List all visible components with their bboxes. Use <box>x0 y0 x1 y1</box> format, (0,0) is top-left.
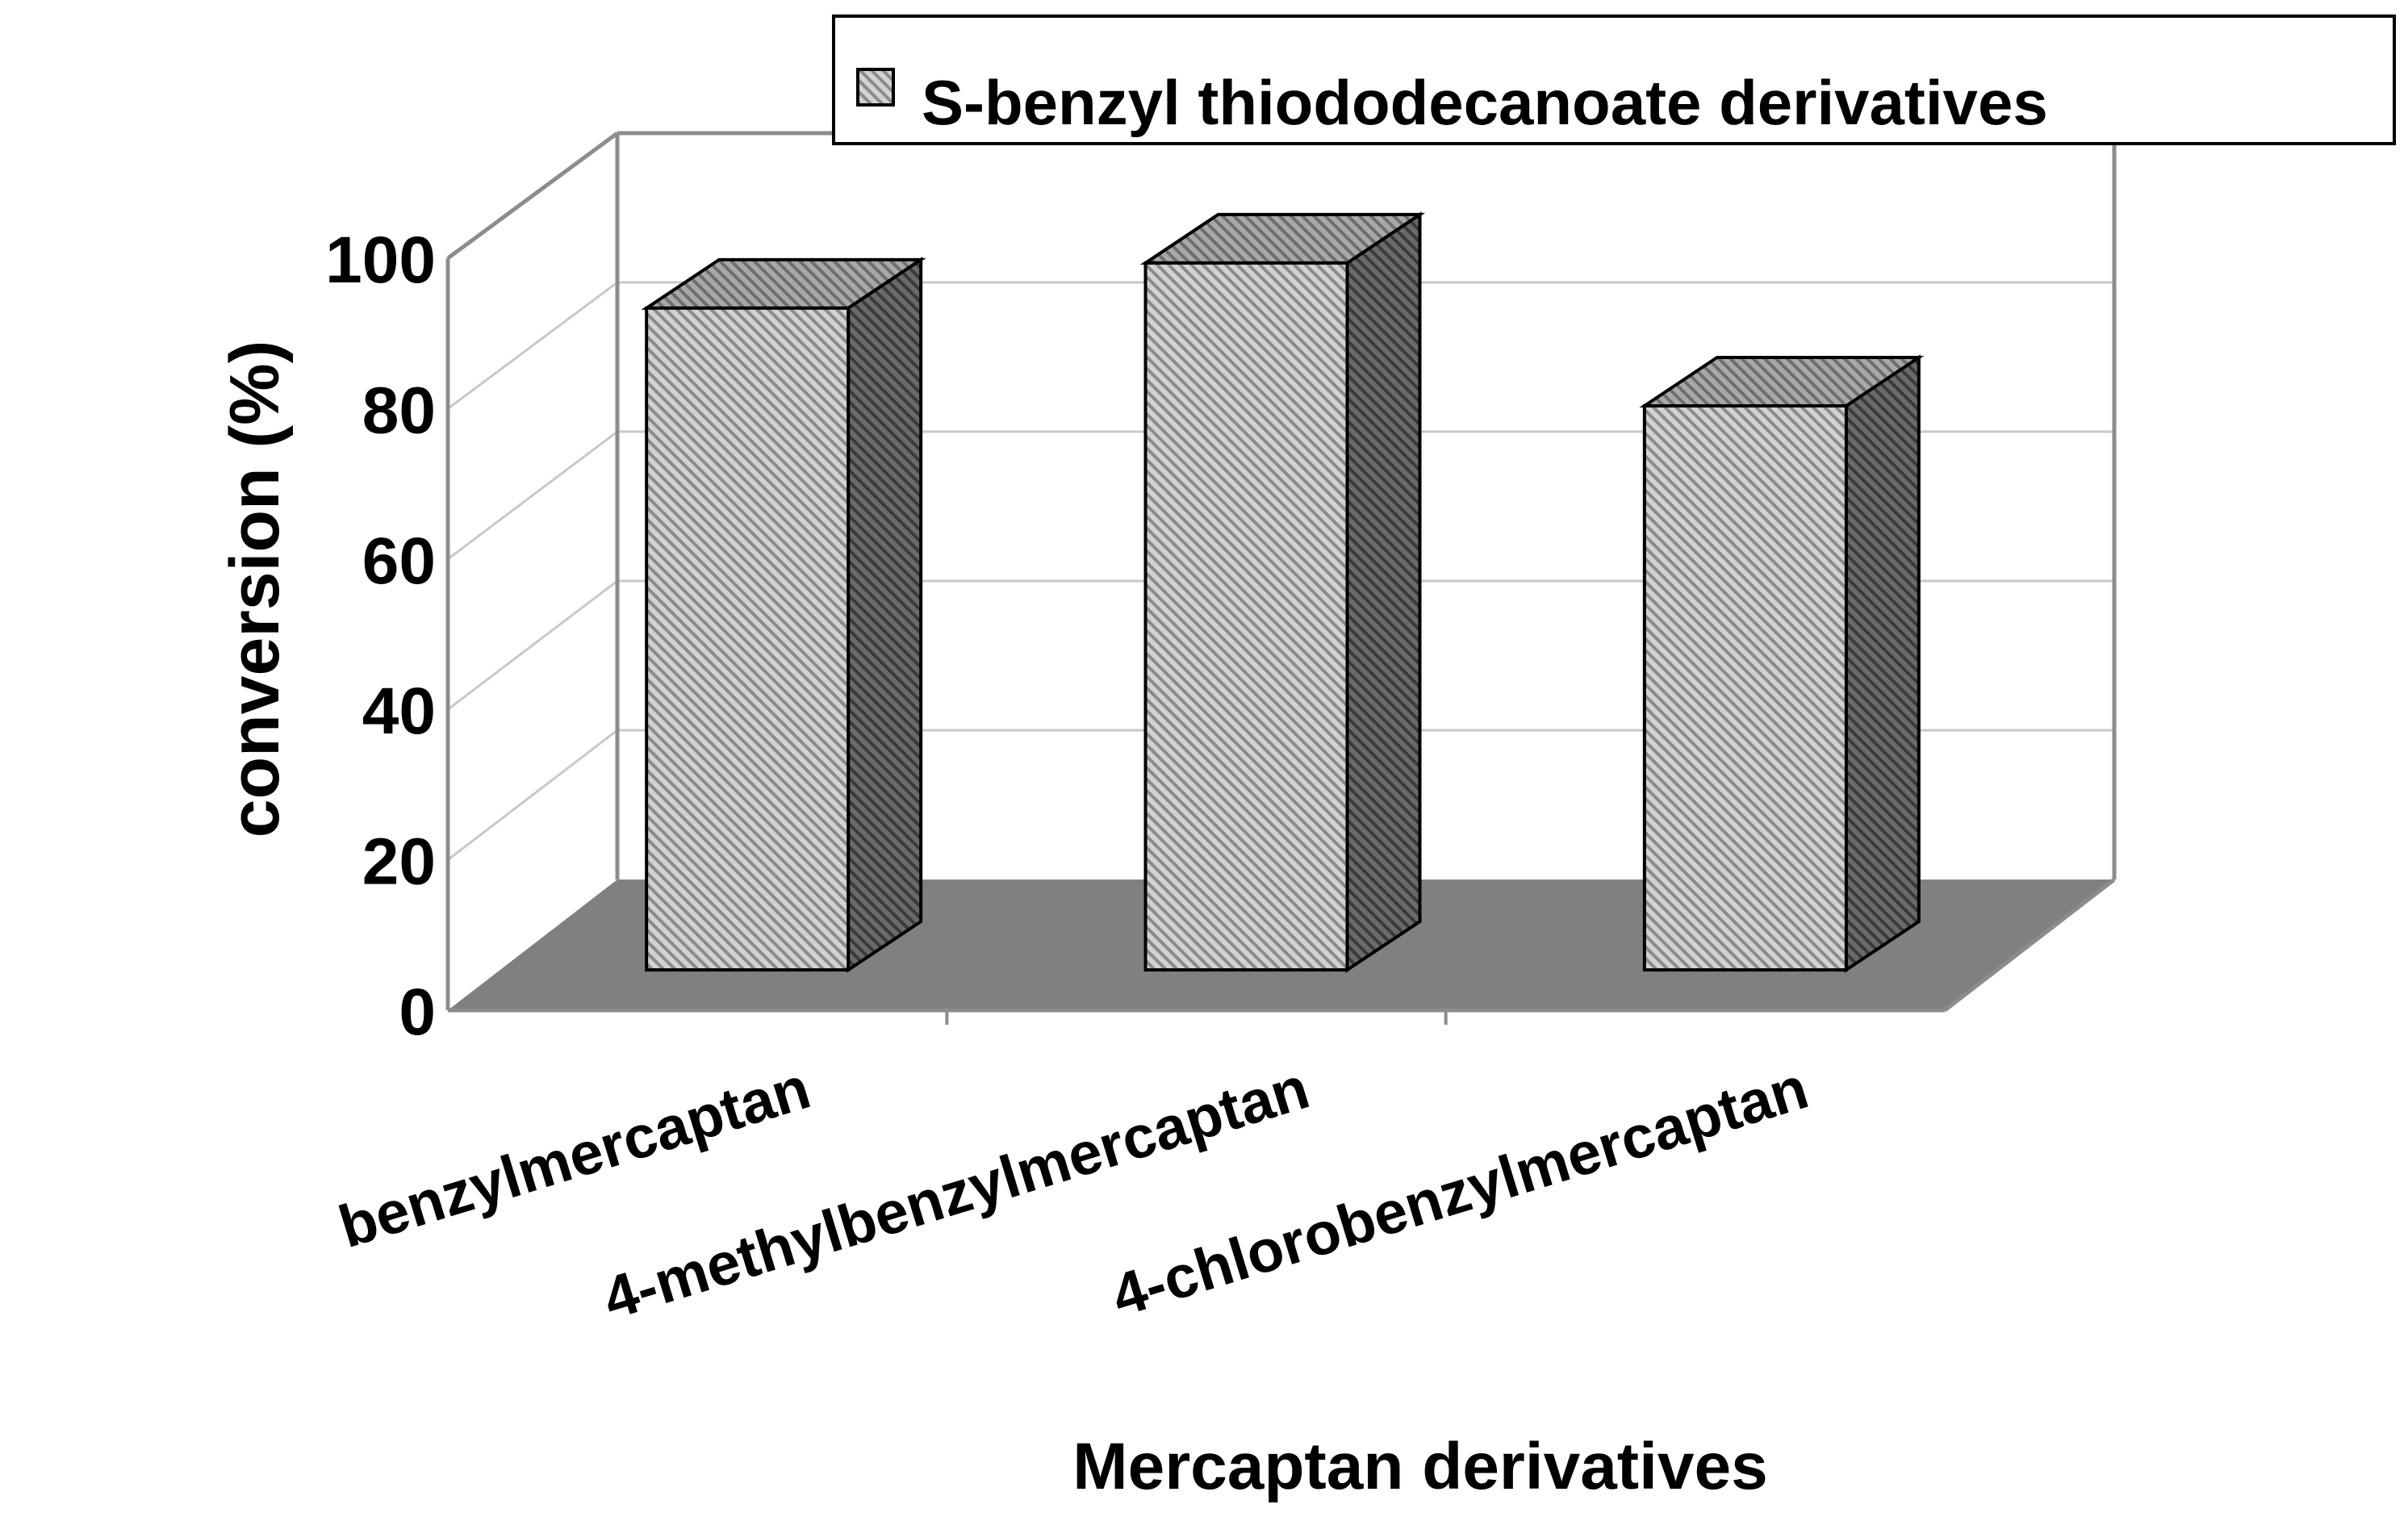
y-tick-label: 20 <box>362 825 436 899</box>
gridline-side <box>447 281 618 410</box>
gridline-side <box>447 729 618 861</box>
x-tick-labels: benzylmercaptan4-methylbenzylmercaptan4-… <box>332 1054 1816 1332</box>
y-tick-label: 100 <box>325 224 436 297</box>
legend: S-benzyl thiododecanoate derivatives <box>832 15 2396 145</box>
bar-side-face <box>847 257 923 973</box>
legend-swatch <box>856 68 895 107</box>
legend-box <box>832 15 2396 145</box>
bar-front-face <box>1143 261 1349 972</box>
bar <box>641 257 926 973</box>
wall-top-edge-side <box>446 131 619 261</box>
legend-label: S-benzyl thiododecanoate derivatives <box>922 67 2048 138</box>
bar-side-face <box>1844 354 1921 973</box>
y-tick-label: 60 <box>362 524 436 598</box>
gridline-side <box>447 579 618 711</box>
floor-right-edge <box>1943 878 2116 1012</box>
y-tick-labels: 0 20 40 60 80 100 <box>325 224 436 1049</box>
y-tick-label: 0 <box>399 976 436 1049</box>
y-tick-label: 40 <box>362 675 436 748</box>
bar-front-face <box>645 306 851 972</box>
x-axis-title: Mercaptan derivatives <box>1072 1430 1767 1503</box>
bar-side-face <box>1345 211 1422 973</box>
y-axis-title: conversion (%) <box>216 341 294 838</box>
bars-layer <box>641 211 1925 973</box>
bar <box>1139 211 1426 973</box>
gridline-side <box>447 430 618 560</box>
bar-front-face <box>1642 404 1848 972</box>
bar <box>1639 354 1925 973</box>
y-tick-label: 80 <box>362 374 436 447</box>
